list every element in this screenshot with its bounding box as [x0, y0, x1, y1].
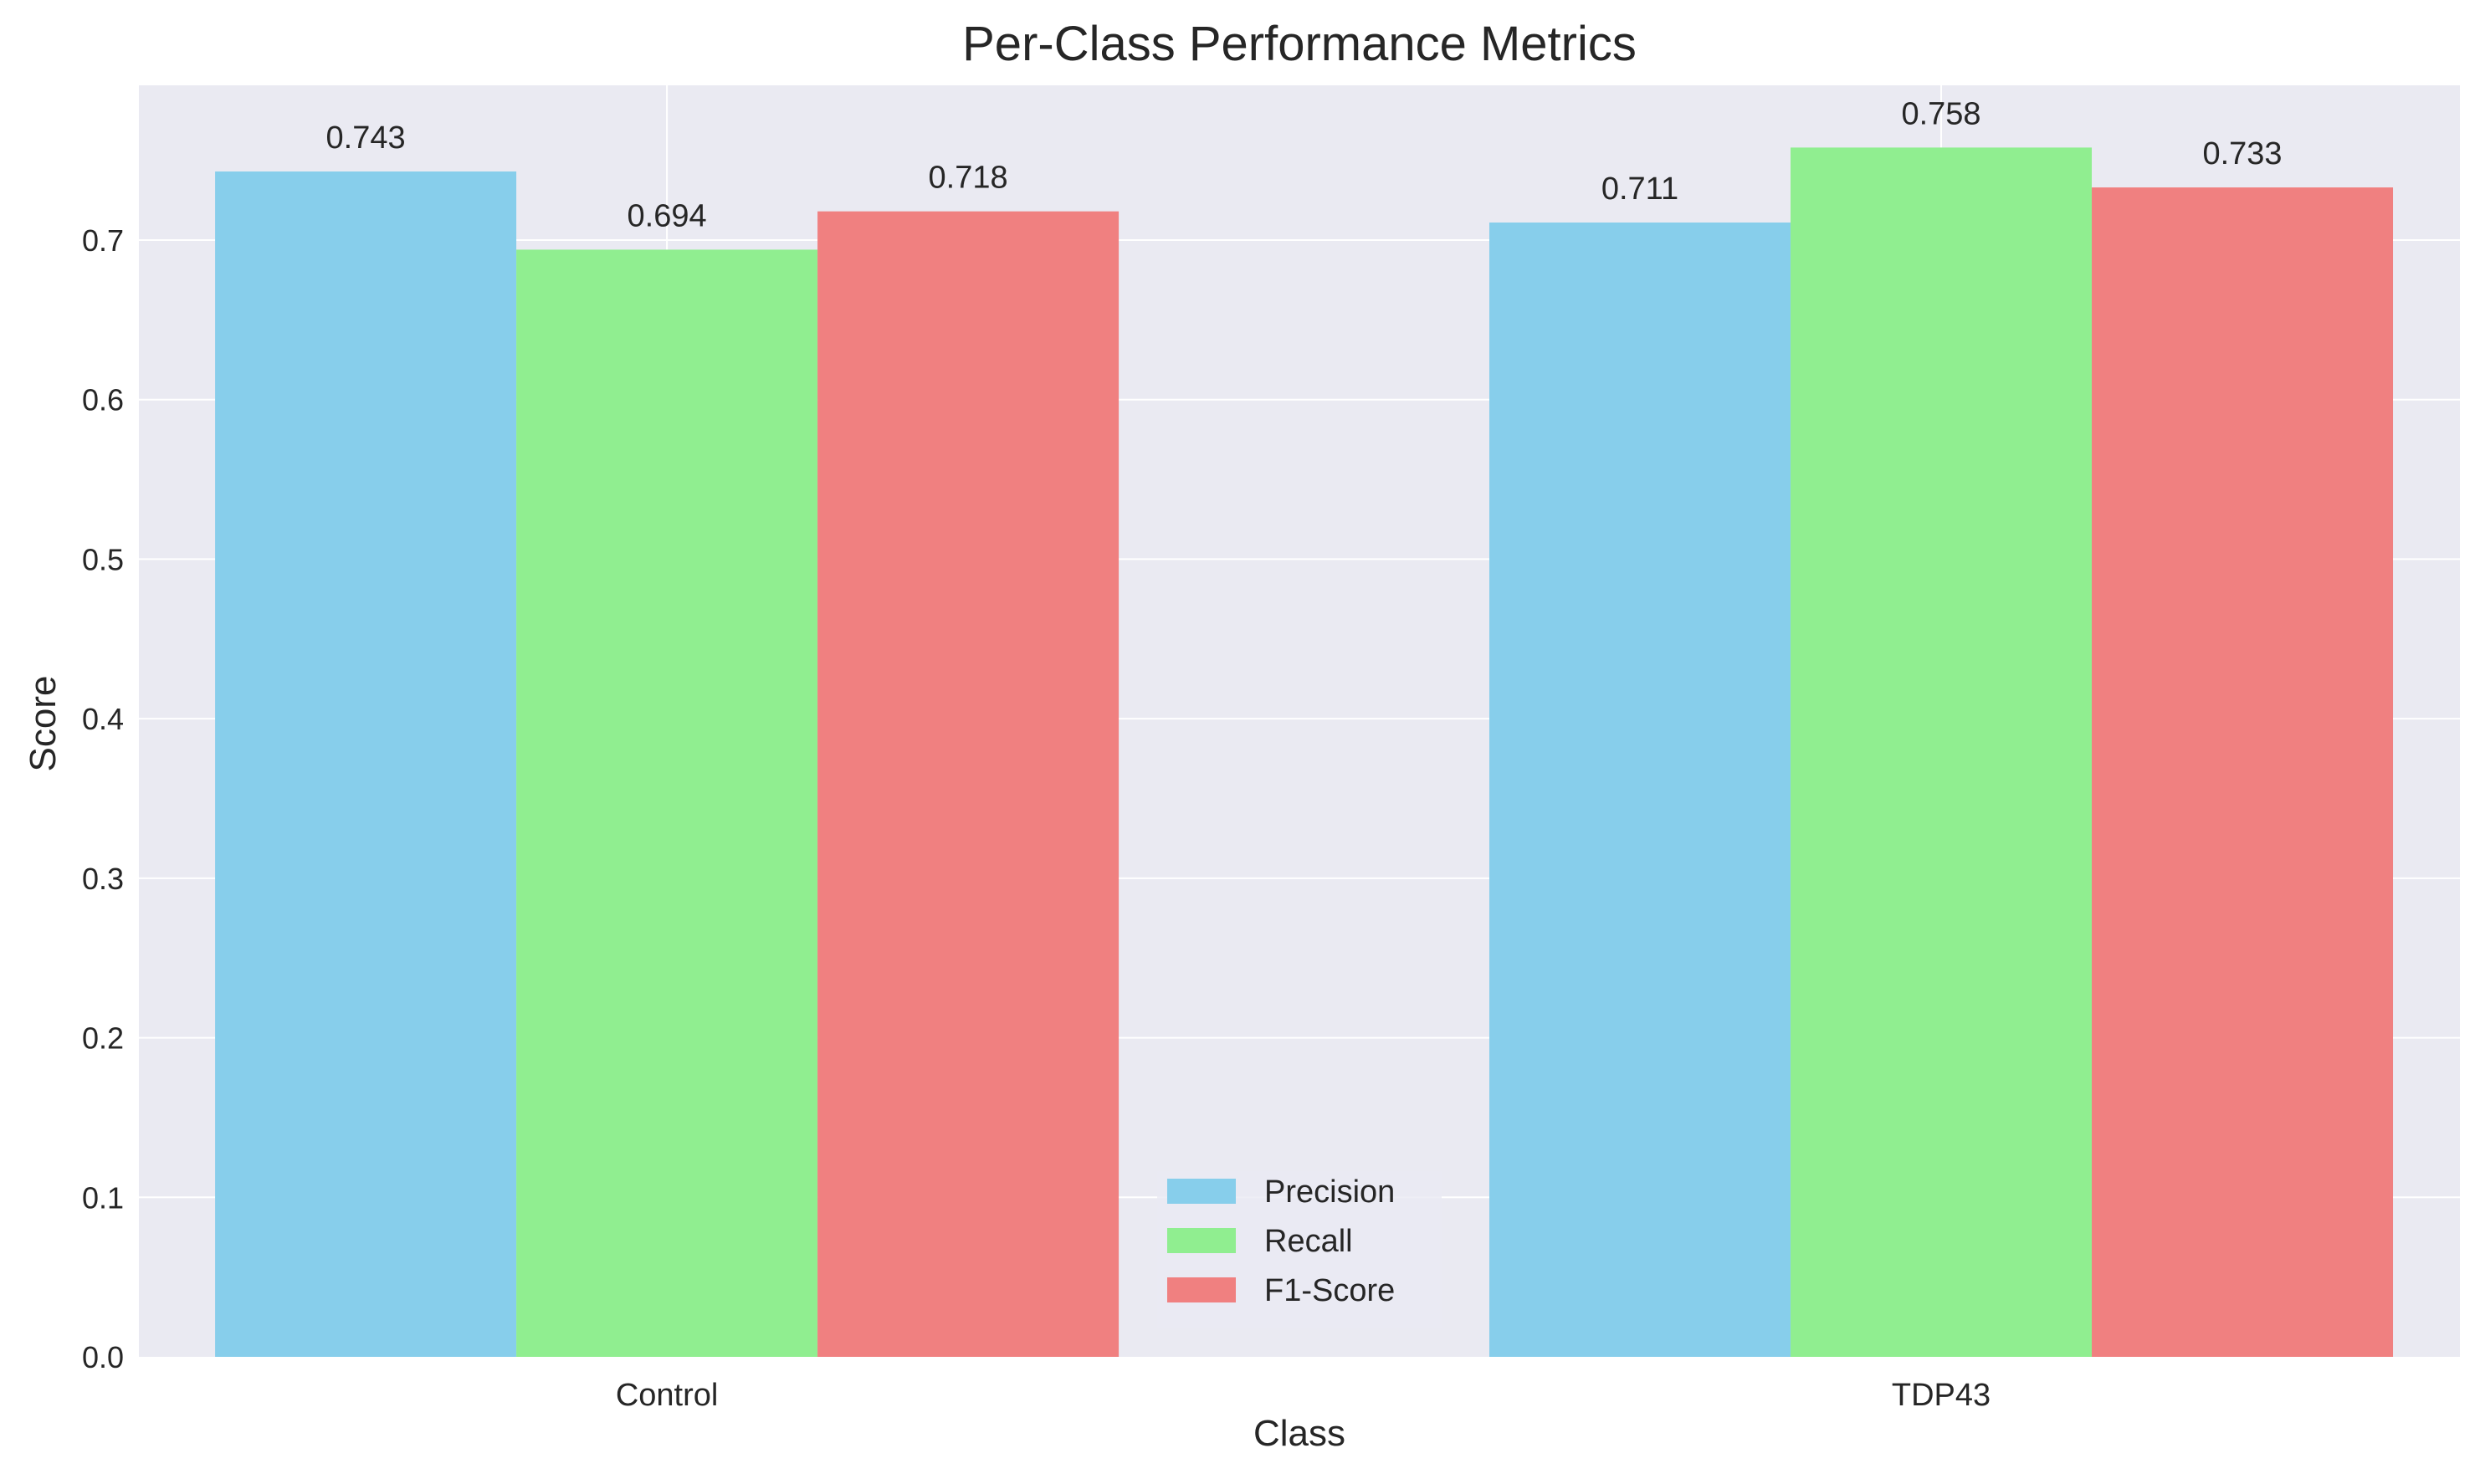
legend-label-f1-score: F1-Score [1264, 1273, 1395, 1308]
bar-f1-score-control [817, 211, 1120, 1357]
bar-precision-tdp43 [1489, 223, 1791, 1358]
chart-title: Per-Class Performance Metrics [962, 17, 1637, 71]
bar-value-label: 0.733 [2202, 136, 2282, 171]
bar-value-label: 0.711 [1601, 171, 1678, 207]
x-axis-title: Class [1253, 1413, 1345, 1454]
legend-label-precision: Precision [1264, 1174, 1395, 1210]
bar-precision-control [215, 171, 517, 1357]
x-tick-label: TDP43 [1892, 1378, 1991, 1413]
y-tick-label: 0.1 [82, 1180, 124, 1215]
legend-swatch-recall [1167, 1228, 1236, 1253]
bar-value-label: 0.758 [1901, 96, 1980, 131]
y-tick-label: 0.5 [82, 542, 124, 576]
y-tick-label: 0.3 [82, 862, 124, 896]
y-tick-label: 0.4 [82, 702, 124, 736]
y-tick-label: 0.2 [82, 1021, 124, 1056]
bar-recall-control [516, 249, 818, 1357]
y-tick-label: 0.7 [82, 223, 124, 258]
x-tick-label: Control [616, 1378, 719, 1413]
legend-swatch-precision [1167, 1179, 1236, 1204]
legend-label-recall: Recall [1264, 1224, 1353, 1259]
legend-swatch-f1-score [1167, 1277, 1236, 1302]
y-axis-title: Score [23, 676, 64, 772]
y-tick-label: 0.0 [82, 1340, 124, 1374]
bar-recall-tdp43 [1791, 147, 2093, 1358]
bar-value-label: 0.694 [628, 198, 707, 233]
bar-value-label: 0.718 [929, 161, 1008, 196]
bar-value-label: 0.743 [326, 120, 406, 156]
bar-f1-score-tdp43 [2092, 187, 2394, 1357]
y-tick-label: 0.6 [82, 383, 124, 417]
